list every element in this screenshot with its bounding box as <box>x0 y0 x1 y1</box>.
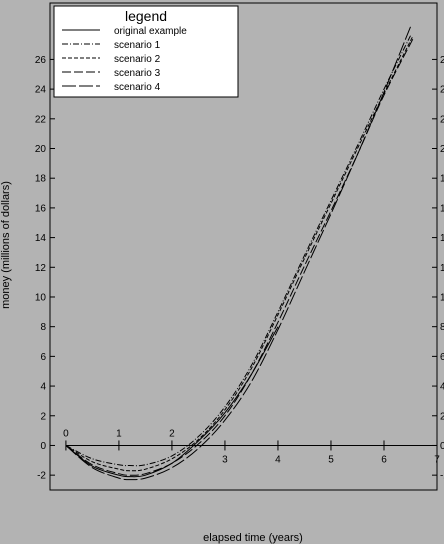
y-tick-label-left: 8 <box>40 322 46 333</box>
y-tick-label-right: 20 <box>440 144 444 155</box>
y-tick-label-right: 2 <box>440 411 444 422</box>
x-tick-label: 4 <box>275 454 281 465</box>
y-tick-label-right: -2 <box>440 471 444 482</box>
x-tick-label: 6 <box>381 454 387 465</box>
y-tick-label-left: 20 <box>35 144 47 155</box>
legend-title: legend <box>125 8 167 24</box>
y-tick-label-right: 12 <box>440 263 444 274</box>
y-tick-label-right: 24 <box>440 85 444 96</box>
y-tick-label-right: 22 <box>440 114 444 125</box>
series-line-4 <box>65 26 411 481</box>
series-layer <box>65 26 414 481</box>
axes: 01234567-2-20022446688101012121414161618… <box>35 55 444 482</box>
series-line-1 <box>65 35 411 467</box>
y-tick-label-left: 10 <box>35 292 47 303</box>
x-axis-label: elapsed time (years) <box>203 532 303 544</box>
y-tick-label-left: 22 <box>35 114 47 125</box>
legend-entry-3: scenario 3 <box>114 68 161 79</box>
plot-frame <box>49 2 438 491</box>
y-tick-label-left: 18 <box>35 174 47 185</box>
y-tick-label-left: 26 <box>35 55 47 66</box>
x-tick-label: 0 <box>63 428 69 439</box>
y-tick-label-right: 14 <box>440 233 444 244</box>
legend-entry-0: original example <box>114 26 187 37</box>
y-tick-label-left: 24 <box>35 85 47 96</box>
legend-entry-2: scenario 2 <box>114 54 161 65</box>
series-line-3 <box>65 38 414 476</box>
y-tick-label-left: 6 <box>40 352 46 363</box>
y-tick-label-left: 16 <box>35 203 47 214</box>
legend-entry-4: scenario 4 <box>114 82 161 93</box>
legend-box <box>53 5 239 98</box>
y-tick-label-left: -2 <box>37 471 46 482</box>
x-tick-label: 2 <box>169 428 175 439</box>
y-tick-label-left: 0 <box>40 441 46 452</box>
y-tick-label-right: 10 <box>440 292 444 303</box>
y-tick-label-right: 0 <box>440 441 444 452</box>
y-tick-label-left: 14 <box>35 233 47 244</box>
series-line-2 <box>65 35 414 472</box>
y-tick-label-right: 26 <box>440 55 444 66</box>
y-tick-label-left: 2 <box>40 411 46 422</box>
y-axis-label: money (millions of dollars) <box>0 181 12 309</box>
y-tick-label-left: 4 <box>40 382 46 393</box>
legend: legend original example scenario 1 scenari… <box>53 5 239 98</box>
x-tick-label: 1 <box>116 428 122 439</box>
y-tick-label-right: 4 <box>440 382 444 393</box>
y-tick-label-left: 12 <box>35 263 47 274</box>
series-line-0 <box>65 326 279 478</box>
x-tick-label: 3 <box>222 454 228 465</box>
y-tick-label-right: 18 <box>440 174 444 185</box>
y-tick-label-right: 6 <box>440 352 444 363</box>
x-tick-label: 7 <box>434 454 440 465</box>
y-tick-label-right: 16 <box>440 203 444 214</box>
legend-entry-1: scenario 1 <box>114 40 161 51</box>
x-tick-label: 5 <box>328 454 334 465</box>
y-tick-label-right: 8 <box>440 322 444 333</box>
